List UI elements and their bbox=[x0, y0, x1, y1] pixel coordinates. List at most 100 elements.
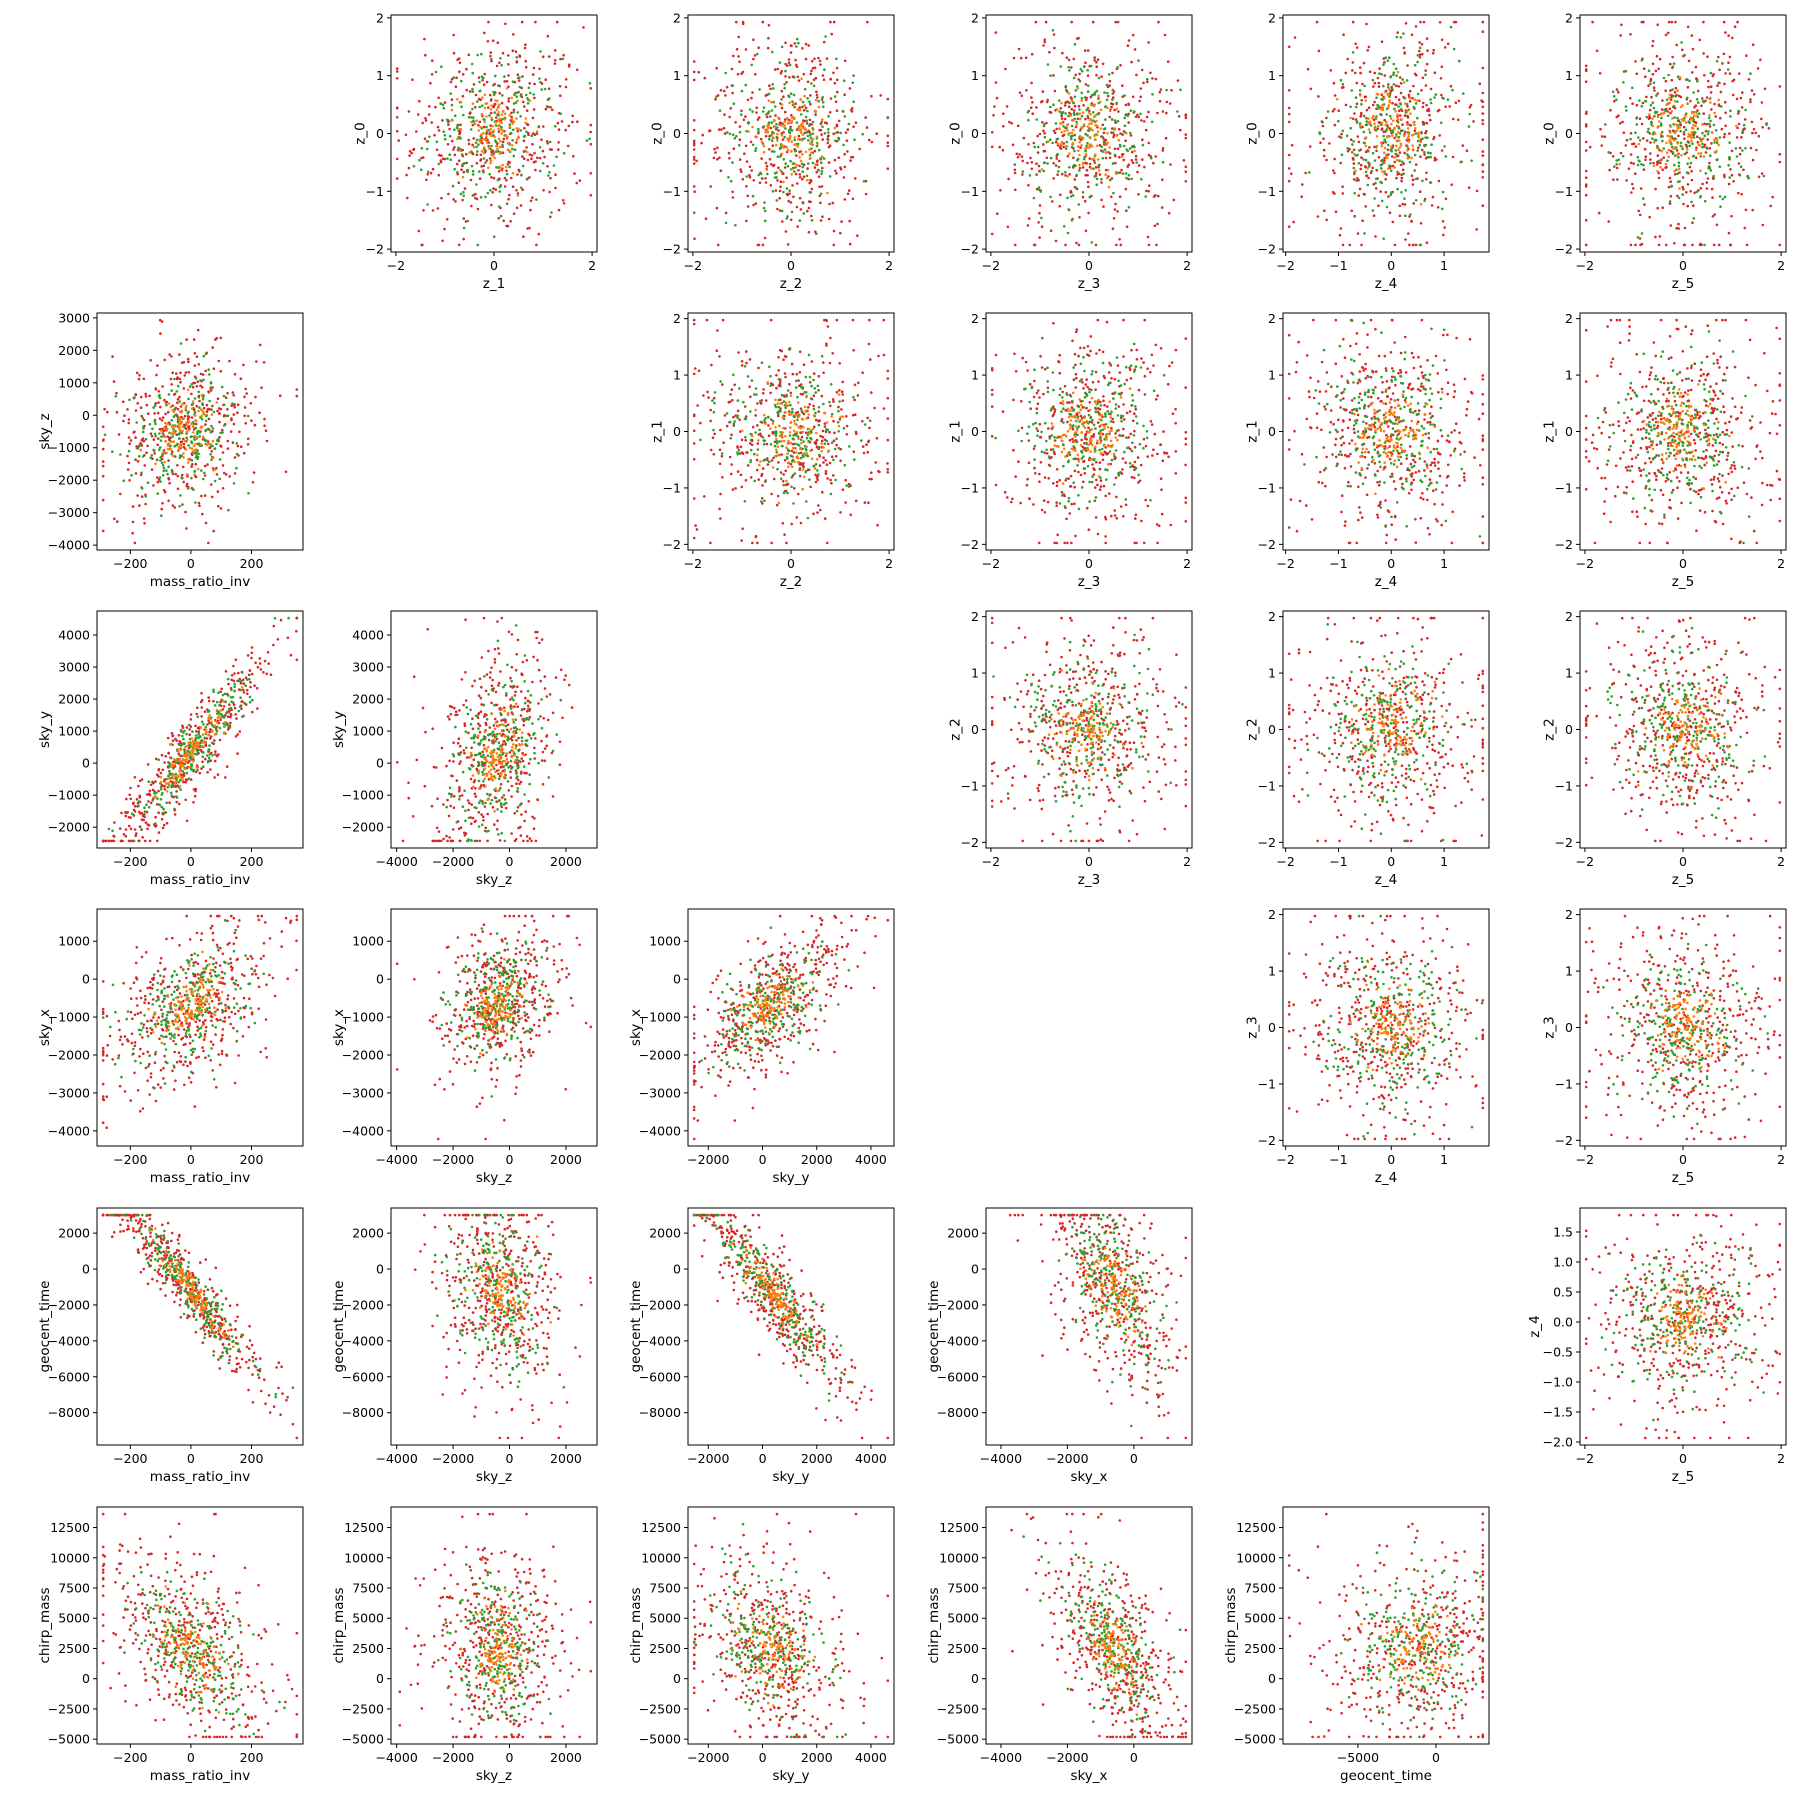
scatter-point bbox=[740, 539, 743, 542]
scatter-point bbox=[455, 76, 458, 80]
scatter-point bbox=[1070, 99, 1074, 103]
scatter-point bbox=[512, 128, 515, 132]
scatter-point bbox=[1408, 243, 1411, 247]
scatter-point bbox=[1356, 135, 1360, 138]
scatter-point bbox=[453, 114, 457, 117]
scatter-point bbox=[492, 187, 495, 190]
scatter-point bbox=[1113, 153, 1117, 157]
scatter-point bbox=[790, 119, 794, 123]
scatter-point bbox=[1686, 204, 1689, 208]
scatter-point bbox=[157, 390, 160, 393]
scatter-point bbox=[182, 416, 185, 420]
scatter-point bbox=[1613, 99, 1616, 103]
scatter-point bbox=[1129, 134, 1133, 137]
scatter-point bbox=[1399, 102, 1403, 106]
scatter-point bbox=[810, 187, 814, 191]
scatter-point bbox=[1130, 150, 1134, 154]
scatter-point bbox=[246, 437, 250, 441]
scatter-point bbox=[852, 100, 855, 104]
scatter-point bbox=[119, 492, 122, 496]
scatter-point bbox=[797, 379, 800, 382]
scatter-point bbox=[423, 137, 427, 140]
scatter-point bbox=[808, 181, 811, 185]
scatter-point bbox=[1635, 72, 1639, 76]
x-tick-label: −2 bbox=[1576, 258, 1594, 273]
scatter-point bbox=[744, 144, 748, 148]
scatter-point bbox=[1644, 158, 1647, 162]
scatter-point bbox=[1106, 106, 1109, 110]
scatter-point bbox=[718, 462, 722, 466]
scatter-point bbox=[560, 120, 564, 123]
scatter-point bbox=[1420, 148, 1424, 152]
scatter-point bbox=[1124, 103, 1128, 107]
scatter-point bbox=[1115, 107, 1119, 111]
scatter-point bbox=[782, 131, 785, 134]
scatter-point bbox=[1066, 175, 1069, 178]
scatter-point bbox=[722, 89, 726, 93]
scatter-point bbox=[1687, 141, 1691, 144]
scatter-point bbox=[1365, 174, 1368, 178]
scatter-point bbox=[1394, 135, 1398, 138]
scatter-point bbox=[1055, 127, 1058, 131]
scatter-point bbox=[1036, 134, 1039, 138]
scatter-point bbox=[1692, 136, 1696, 139]
scatter-point bbox=[796, 142, 800, 146]
scatter-point bbox=[743, 152, 746, 155]
scatter-point bbox=[1292, 220, 1295, 224]
scatter-point bbox=[548, 171, 551, 174]
scatter-point bbox=[1154, 77, 1158, 81]
scatter-point bbox=[1071, 194, 1075, 197]
scatter-point bbox=[1339, 161, 1342, 165]
scatter-point bbox=[832, 419, 835, 423]
scatter-point bbox=[1118, 155, 1121, 159]
scatter-point bbox=[804, 115, 808, 119]
scatter-point bbox=[1353, 192, 1356, 195]
scatter-point bbox=[1421, 179, 1424, 183]
scatter-point bbox=[754, 534, 758, 538]
scatter-point bbox=[1287, 225, 1291, 228]
scatter-point bbox=[471, 87, 474, 91]
scatter-point bbox=[1440, 207, 1444, 211]
scatter-point bbox=[497, 110, 501, 114]
scatter-point bbox=[814, 109, 817, 113]
scatter-point bbox=[1367, 106, 1371, 109]
scatter-point bbox=[179, 342, 183, 345]
scatter-point bbox=[1041, 121, 1044, 124]
scatter-point bbox=[692, 429, 696, 433]
scatter-point bbox=[1333, 107, 1336, 111]
scatter-point bbox=[518, 76, 521, 79]
scatter-point bbox=[1085, 146, 1089, 150]
scatter-point bbox=[103, 433, 107, 437]
scatter-point bbox=[1742, 168, 1745, 172]
scatter-point bbox=[126, 408, 129, 411]
scatter-point bbox=[515, 206, 519, 210]
scatter-point bbox=[875, 436, 879, 440]
scatter-point bbox=[1059, 142, 1063, 146]
scatter-point bbox=[462, 237, 466, 241]
scatter-point bbox=[1084, 161, 1087, 165]
scatter-point bbox=[797, 108, 800, 112]
scatter-point bbox=[1717, 81, 1720, 85]
scatter-point bbox=[1468, 112, 1472, 116]
scatter-point bbox=[760, 157, 763, 160]
scatter-point bbox=[524, 117, 528, 120]
scatter-point bbox=[507, 54, 510, 57]
scatter-point bbox=[1083, 65, 1086, 68]
scatter-point bbox=[137, 377, 141, 381]
scatter-point bbox=[516, 192, 520, 195]
scatter-point bbox=[507, 97, 511, 100]
scatter-point bbox=[1739, 96, 1743, 100]
scatter-point bbox=[145, 403, 149, 407]
scatter-point bbox=[1391, 155, 1394, 158]
scatter-point bbox=[1086, 142, 1089, 145]
scatter-point bbox=[737, 351, 740, 354]
scatter-point bbox=[482, 146, 486, 149]
scatter-point bbox=[452, 148, 455, 151]
scatter-point bbox=[1095, 177, 1099, 181]
scatter-point bbox=[785, 117, 789, 121]
scatter-point bbox=[480, 104, 484, 107]
scatter-point bbox=[217, 359, 220, 363]
scatter-point bbox=[187, 457, 190, 461]
scatter-point bbox=[1425, 177, 1428, 181]
scatter-point bbox=[697, 369, 701, 373]
